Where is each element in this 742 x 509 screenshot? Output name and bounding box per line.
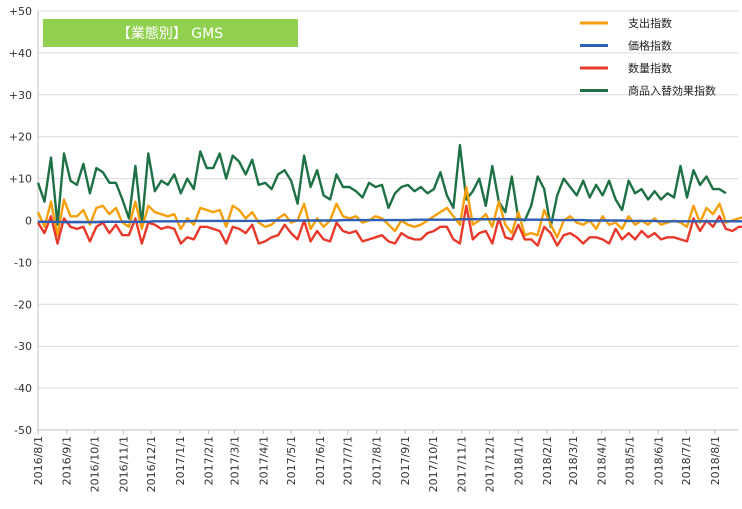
x-tick-label: 2017/3/1 bbox=[229, 436, 242, 485]
y-tick-label: +20 bbox=[9, 131, 32, 144]
x-tick-label: 2017/11/1 bbox=[456, 436, 469, 492]
x-tick-label: 2018/3/1 bbox=[567, 436, 580, 485]
chart-title: 【業態別】 GMS bbox=[117, 26, 223, 42]
x-tick-label: 2018/6/1 bbox=[652, 436, 665, 485]
x-tick-label: 2016/12/1 bbox=[145, 436, 158, 492]
x-tick-label: 2018/5/1 bbox=[624, 436, 637, 485]
x-tick-label: 2017/9/1 bbox=[399, 436, 412, 485]
y-tick-label: -40 bbox=[14, 382, 32, 395]
y-tick-label: +30 bbox=[9, 89, 32, 102]
x-axis-ticks: 2016/8/1 2016/9/1 2016/10/1 2016/11/1 2016/1… bbox=[32, 430, 722, 492]
y-tick-label: -50 bbox=[14, 424, 32, 437]
x-tick-label: 2017/10/1 bbox=[427, 436, 440, 492]
series-lines bbox=[36, 143, 742, 247]
x-tick-label: 2018/7/1 bbox=[680, 436, 693, 485]
y-tick-label: -30 bbox=[14, 340, 32, 353]
x-tick-label: 2017/4/1 bbox=[257, 436, 270, 485]
series-line bbox=[36, 204, 742, 247]
x-tick-label: 2016/10/1 bbox=[89, 436, 102, 492]
x-tick-label: 2018/2/1 bbox=[541, 436, 554, 485]
legend-label: 数量指数 bbox=[628, 61, 672, 75]
y-tick-label: -20 bbox=[14, 298, 32, 311]
x-tick-label: 2017/5/1 bbox=[285, 436, 298, 485]
x-tick-label: 2017/8/1 bbox=[370, 436, 383, 485]
chart-title-box: 【業態別】 GMS bbox=[43, 19, 298, 47]
legend-label: 価格指数 bbox=[628, 39, 672, 53]
y-tick-label: +10 bbox=[9, 173, 32, 186]
x-tick-label: 2018/8/1 bbox=[709, 436, 722, 485]
y-tick-label: +50 bbox=[9, 5, 32, 18]
series-line bbox=[36, 185, 742, 239]
y-tick-label: +40 bbox=[9, 47, 32, 60]
x-tick-label: 2017/6/1 bbox=[314, 436, 327, 485]
legend-label: 支出指数 bbox=[628, 16, 672, 30]
x-tick-label: 2018/4/1 bbox=[596, 436, 609, 485]
x-tick-label: 2018/1/1 bbox=[512, 436, 525, 485]
x-tick-label: 2016/11/1 bbox=[117, 436, 130, 492]
y-tick-label: -10 bbox=[14, 256, 32, 269]
x-tick-label: 2016/9/1 bbox=[61, 436, 74, 485]
x-tick-label: 2016/8/1 bbox=[32, 436, 45, 485]
series-line bbox=[38, 217, 742, 224]
x-tick-label: 2017/12/1 bbox=[484, 436, 497, 492]
x-tick-label: 2017/2/1 bbox=[203, 436, 216, 485]
legend-label: 商品入替効果指数 bbox=[628, 84, 716, 98]
series-line bbox=[36, 143, 727, 229]
y-axis-ticks: +50 +40 +30 +20 +10 0 -10 -20 -30 -40 -50 bbox=[9, 5, 32, 437]
x-tick-label: 2017/7/1 bbox=[342, 436, 355, 485]
y-tick-label: 0 bbox=[25, 215, 32, 228]
x-tick-label: 2017/1/1 bbox=[174, 436, 187, 485]
chart-title-background bbox=[43, 19, 298, 47]
